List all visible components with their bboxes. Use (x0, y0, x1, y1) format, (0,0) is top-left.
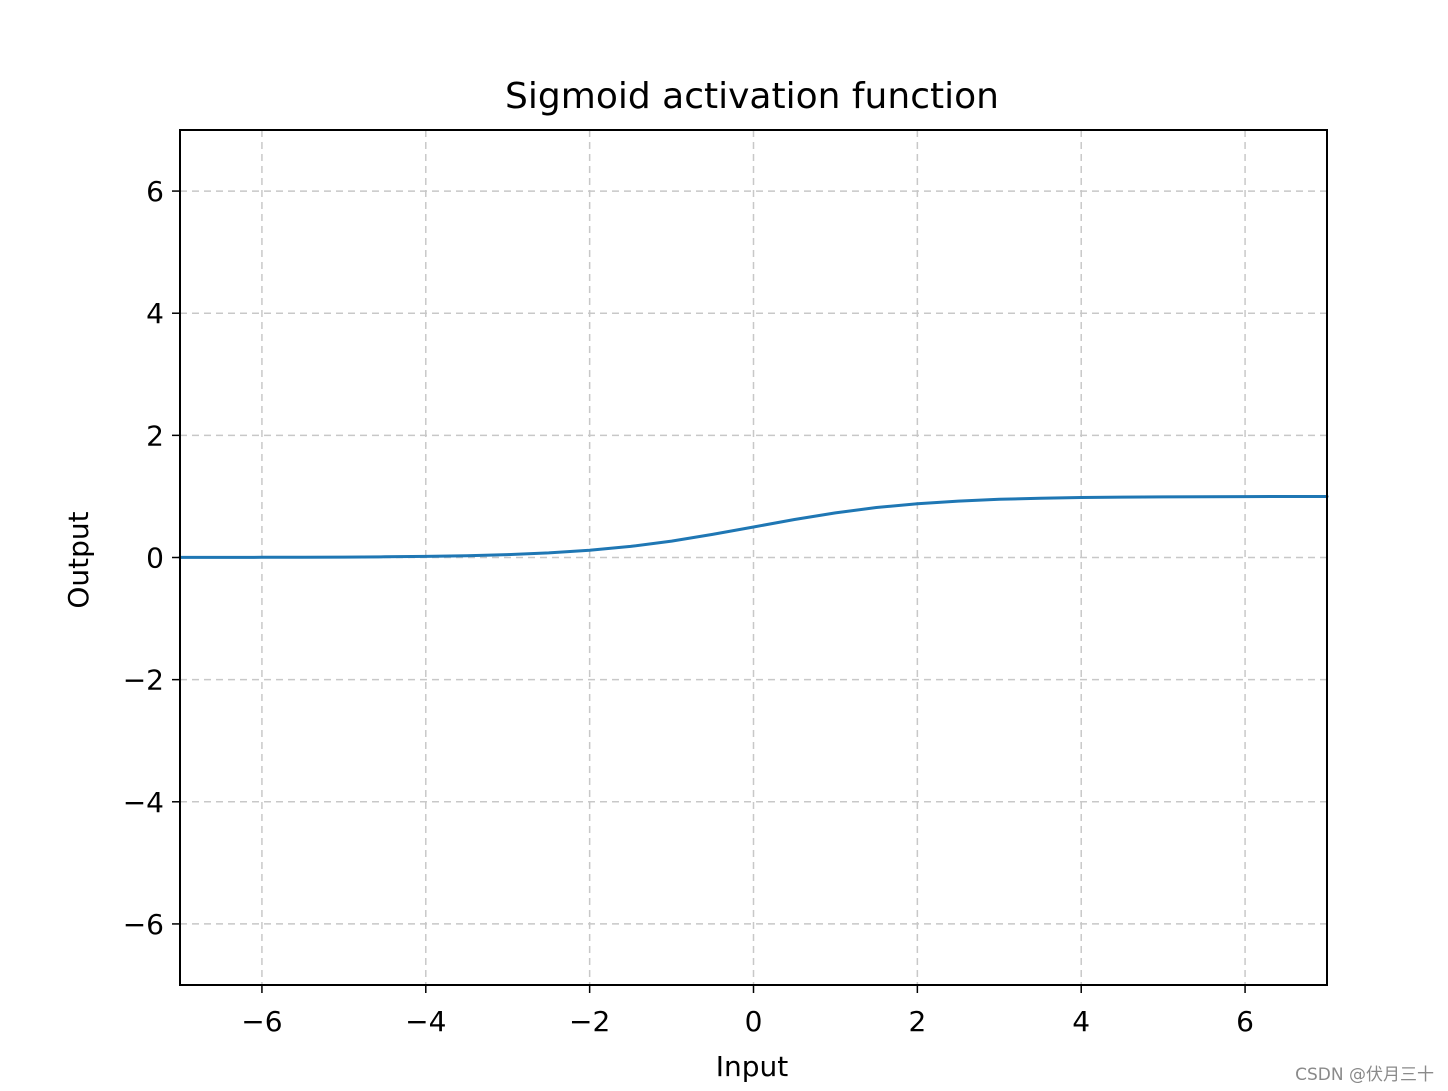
axis-ticks: −6 −4 −2 0 2 4 6 −6 −4 −2 0 2 4 6 (123, 175, 1254, 1038)
y-tick-label: −6 (123, 908, 164, 941)
y-tick-label: 6 (146, 175, 164, 208)
x-tick-label: 4 (1072, 1005, 1090, 1038)
grid-lines (180, 130, 1327, 985)
x-tick-label: 6 (1236, 1005, 1254, 1038)
x-tick-label: 0 (745, 1005, 763, 1038)
chart-title: Sigmoid activation function (505, 76, 999, 117)
watermark: CSDN @伏月三十 (1295, 1065, 1434, 1085)
y-tick-label: −2 (123, 664, 164, 697)
x-axis-label: Input (716, 1050, 789, 1083)
y-tick-label: 2 (146, 419, 164, 452)
y-tick-label: −4 (123, 786, 164, 819)
x-tick-label: −4 (405, 1005, 446, 1038)
plot-series (178, 495, 1329, 559)
x-tick-label: −2 (569, 1005, 610, 1038)
y-tick-label: 4 (146, 297, 164, 330)
y-axis-label: Output (62, 511, 95, 608)
sigmoid-line (178, 495, 1329, 559)
y-tick-label: 0 (146, 542, 164, 575)
x-tick-label: −6 (241, 1005, 282, 1038)
x-tick-label: 2 (908, 1005, 926, 1038)
